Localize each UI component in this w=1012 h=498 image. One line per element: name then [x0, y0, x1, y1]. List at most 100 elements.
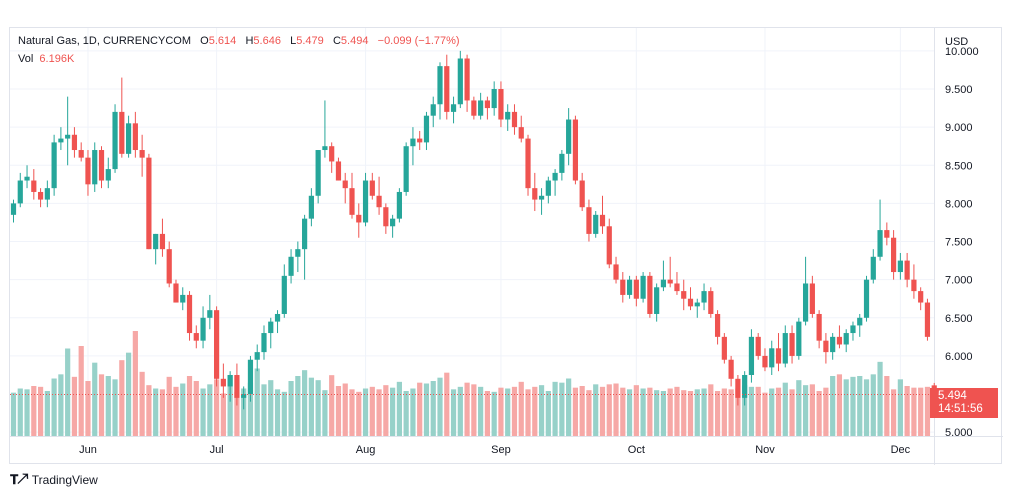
volume-label[interactable]: Vol: [18, 53, 34, 65]
candle-body: [877, 230, 883, 257]
volume-bar: [640, 388, 646, 436]
volume-bar: [98, 374, 105, 436]
volume-bar: [10, 392, 17, 436]
volume-bar: [186, 376, 193, 436]
volume-bar: [809, 384, 815, 436]
candle-body: [904, 260, 910, 280]
volume-bar: [464, 382, 470, 436]
candle-body: [288, 256, 294, 276]
volume-bar: [471, 384, 477, 436]
volume-bar: [843, 379, 849, 436]
candle-body: [464, 58, 470, 101]
volume-bar: [247, 382, 254, 436]
candle-body: [308, 195, 314, 219]
volume-bar: [227, 375, 233, 436]
volume-bar: [484, 391, 490, 436]
volume-bar: [511, 386, 518, 436]
candle-body: [356, 214, 362, 223]
candle-body: [450, 104, 457, 112]
volume-bar: [349, 389, 355, 436]
volume-bar: [613, 383, 619, 436]
candle-body: [444, 66, 450, 112]
volume-bar: [146, 385, 152, 436]
volume-bar: [742, 385, 748, 436]
candle-body: [586, 207, 592, 234]
volume-bar: [823, 387, 829, 436]
volume-bar: [667, 388, 673, 436]
volume-bar: [884, 376, 890, 436]
chart-panel[interactable]: 10.000 9.500 9.000 8.500 8.000 7.500 7.000 6.50…: [9, 27, 1003, 465]
candle-body: [214, 310, 220, 379]
high-label: H: [245, 35, 254, 47]
candle-body: [71, 134, 78, 151]
volume-bar: [410, 388, 416, 436]
candle-body: [606, 226, 612, 265]
candle-body: [755, 336, 761, 356]
candle-body: [511, 111, 518, 128]
candle-body: [125, 123, 132, 154]
candle-body: [491, 89, 497, 109]
volume-bar: [836, 374, 843, 436]
volume-bar: [308, 377, 314, 436]
volume-bar: [681, 390, 687, 436]
candle-body: [254, 352, 260, 360]
volume-bar: [606, 384, 612, 436]
volume-bar: [17, 388, 23, 436]
candle-body: [186, 294, 193, 334]
open-value: 5.614: [208, 35, 237, 47]
candlestick-chart[interactable]: 10.000 9.500 9.000 8.500 8.000 7.500 7.000 6.50…: [10, 28, 1003, 465]
volume-bar: [714, 391, 721, 436]
volume-bar: [559, 382, 565, 436]
volume-bar: [417, 382, 423, 436]
volume-bar: [31, 386, 37, 436]
volume-bar: [863, 379, 870, 436]
close-label: C: [332, 35, 341, 47]
volume-bar: [566, 378, 572, 436]
candle-body: [132, 123, 138, 151]
candle-body: [315, 150, 321, 196]
symbol-label[interactable]: Natural Gas, 1D, CURRENCYCOM: [18, 35, 191, 47]
low-label: L: [290, 35, 297, 47]
candle-body: [437, 66, 443, 105]
candle-body: [667, 279, 673, 284]
volume-bar: [51, 378, 57, 436]
volume-bar: [450, 389, 457, 436]
candle-body: [714, 313, 721, 337]
candle-body: [566, 119, 572, 154]
volume-bar: [538, 385, 545, 436]
volume-bar: [376, 389, 382, 436]
candle-body: [207, 310, 213, 318]
candle-body: [620, 279, 626, 295]
candle-body: [498, 89, 504, 120]
y-tick-label: 9.000: [945, 122, 973, 134]
volume-bar: [918, 387, 924, 436]
candle-body: [329, 146, 335, 162]
volume-bar: [897, 379, 903, 436]
volume-bar: [735, 388, 741, 436]
candle-body: [383, 207, 389, 227]
candle-body: [78, 150, 84, 158]
volume-bar: [633, 385, 639, 436]
volume-bar: [383, 385, 389, 436]
candle-body: [830, 336, 836, 353]
volume-bar: [430, 381, 436, 436]
candle-body: [640, 275, 646, 299]
candle-body: [44, 188, 50, 200]
candle-body: [613, 264, 619, 280]
candle-body: [376, 195, 382, 208]
volume-bar: [782, 382, 788, 436]
candle-body: [390, 218, 396, 227]
volume-bar: [362, 388, 369, 436]
volume-bar: [647, 387, 653, 436]
volume-bar: [721, 388, 727, 436]
candle-body: [31, 180, 37, 192]
tradingview-brand[interactable]: 𝐓↗ TradingView: [10, 472, 98, 488]
candle-body: [593, 214, 599, 234]
candle-body: [471, 100, 477, 116]
candle-body: [525, 138, 531, 189]
volume-bar: [58, 374, 64, 436]
volume-bar: [396, 381, 402, 436]
volume-bar: [593, 384, 599, 436]
candle-body: [823, 340, 829, 353]
volume-bar: [491, 391, 497, 436]
